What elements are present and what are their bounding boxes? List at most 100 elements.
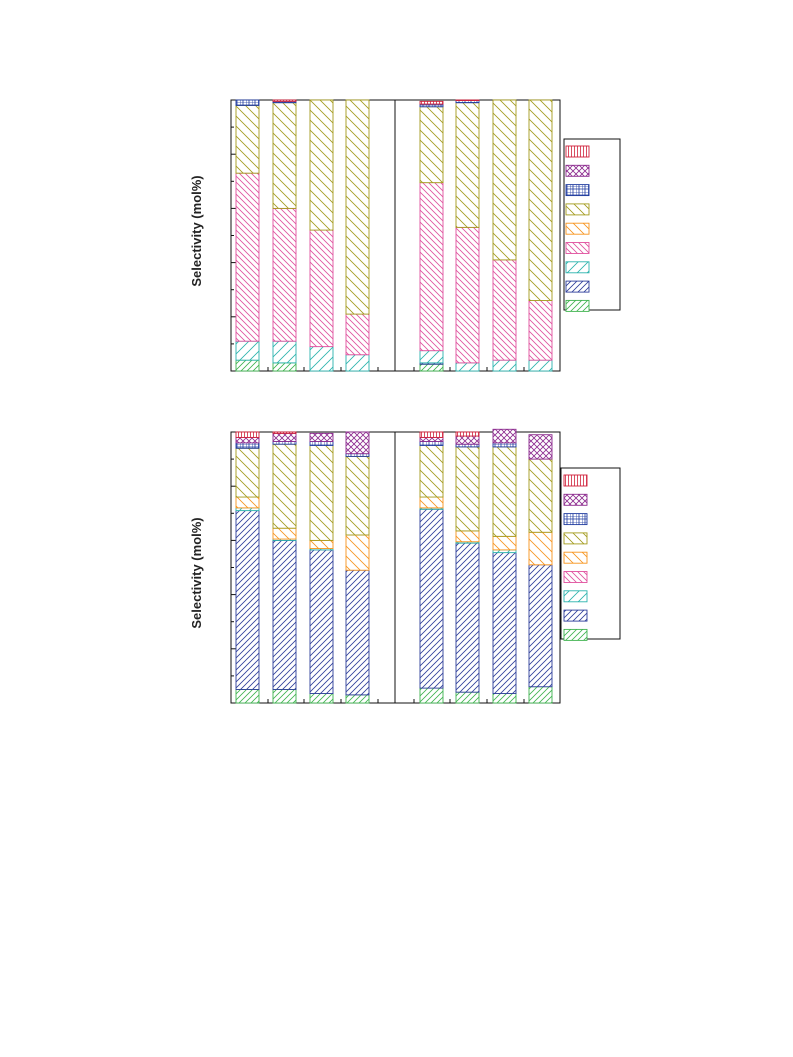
bar-segment <box>528 564 553 688</box>
bar-segment <box>419 436 444 442</box>
bar-segment <box>419 350 444 364</box>
bars-top <box>235 99 553 372</box>
legend-swatch <box>565 145 590 158</box>
bar-segment <box>455 530 480 543</box>
bar-segment <box>419 445 444 498</box>
y-axis-label-bottom: Selectivity (mol%) <box>189 517 204 628</box>
bar-segment <box>272 431 297 434</box>
bar-segment <box>345 313 370 356</box>
bars-bottom <box>235 428 553 704</box>
bar-segment <box>492 535 517 551</box>
legend-swatch <box>563 532 588 545</box>
bar-segment <box>309 539 334 549</box>
bar-segment <box>272 362 297 372</box>
bar-segment <box>309 432 334 442</box>
bar-segment <box>309 229 334 348</box>
bar-segment <box>492 442 517 448</box>
chart-bottom: Selectivity (mol%) <box>189 428 621 704</box>
legend-top <box>565 145 590 312</box>
bar-segment <box>345 534 370 571</box>
bar-segment <box>419 508 444 689</box>
bar-segment <box>492 446 517 537</box>
bar-segment <box>528 99 553 301</box>
legend-swatch <box>563 513 588 526</box>
bar-segment <box>309 445 334 541</box>
bar-segment <box>309 693 334 704</box>
legend-swatch <box>563 551 588 564</box>
bar-segment <box>272 527 297 540</box>
bar-segment <box>235 340 260 361</box>
legend-swatch <box>563 493 588 506</box>
bar-segment <box>272 443 297 529</box>
legend-swatch <box>565 184 590 197</box>
bar-segment <box>309 441 334 446</box>
bar-segment <box>492 359 517 372</box>
legend-swatch <box>563 590 588 603</box>
bar-segment <box>345 431 370 455</box>
bar-segment <box>272 340 297 364</box>
bar-segment <box>272 539 297 690</box>
bar-segment <box>455 446 480 532</box>
legend-swatch <box>565 222 590 235</box>
bar-segment <box>455 226 480 364</box>
bar-segment <box>455 362 480 372</box>
bar-segment <box>419 687 444 704</box>
bar-segment <box>492 693 517 704</box>
bar-segment <box>492 259 517 361</box>
bar-segment <box>235 496 260 509</box>
bar-segment <box>345 99 370 315</box>
bar-segment <box>235 689 260 704</box>
legend-swatch <box>563 571 588 583</box>
bar-segment <box>235 172 260 342</box>
legend-swatch <box>565 164 590 177</box>
bar-segment <box>345 569 370 696</box>
y-ticks-bottom <box>231 431 525 704</box>
bar-segment <box>235 447 260 498</box>
bar-segment <box>419 106 444 184</box>
bar-segment <box>309 346 334 372</box>
y-ticks-top <box>231 99 525 372</box>
legend-swatch <box>563 609 588 622</box>
bar-segment <box>419 441 444 446</box>
legend-swatch <box>565 261 590 274</box>
bar-segment <box>455 435 480 445</box>
bar-segment <box>455 691 480 704</box>
bar-segment <box>455 431 480 437</box>
bar-segment <box>419 182 444 352</box>
bar-segment <box>455 102 480 228</box>
bar-segment <box>235 510 260 690</box>
bar-segment <box>528 686 553 704</box>
bar-segment <box>235 431 260 438</box>
bar-segment <box>235 99 260 106</box>
bar-segment <box>235 104 260 174</box>
bar-segment <box>455 99 480 101</box>
bar-segment <box>309 549 334 694</box>
bar-segment <box>528 359 553 372</box>
legend-swatch <box>563 474 588 487</box>
bar-segment <box>419 431 444 438</box>
bar-segment <box>528 458 553 533</box>
bar-segment <box>455 542 480 693</box>
legend-swatch <box>565 203 590 216</box>
legend-swatch <box>565 280 590 293</box>
y-axis-label-top: Selectivity (mol%) <box>189 175 204 286</box>
bar-segment <box>272 99 297 102</box>
bar-segment <box>528 531 553 566</box>
bar-segment <box>345 354 370 372</box>
bar-segment <box>345 694 370 704</box>
legend-swatch <box>565 242 590 254</box>
bar-segment <box>309 99 334 231</box>
bar-segment <box>272 102 297 209</box>
bar-segment <box>272 432 297 442</box>
bar-segment <box>345 455 370 536</box>
bar-segment <box>272 689 297 704</box>
legend-bottom <box>563 474 588 641</box>
bar-segment <box>492 552 517 694</box>
legend-swatch <box>565 299 590 312</box>
bar-segment <box>528 300 553 361</box>
bar-segment <box>272 207 297 342</box>
bar-segment <box>419 496 444 509</box>
bar-segment <box>235 436 260 444</box>
bar-segment <box>492 99 517 261</box>
